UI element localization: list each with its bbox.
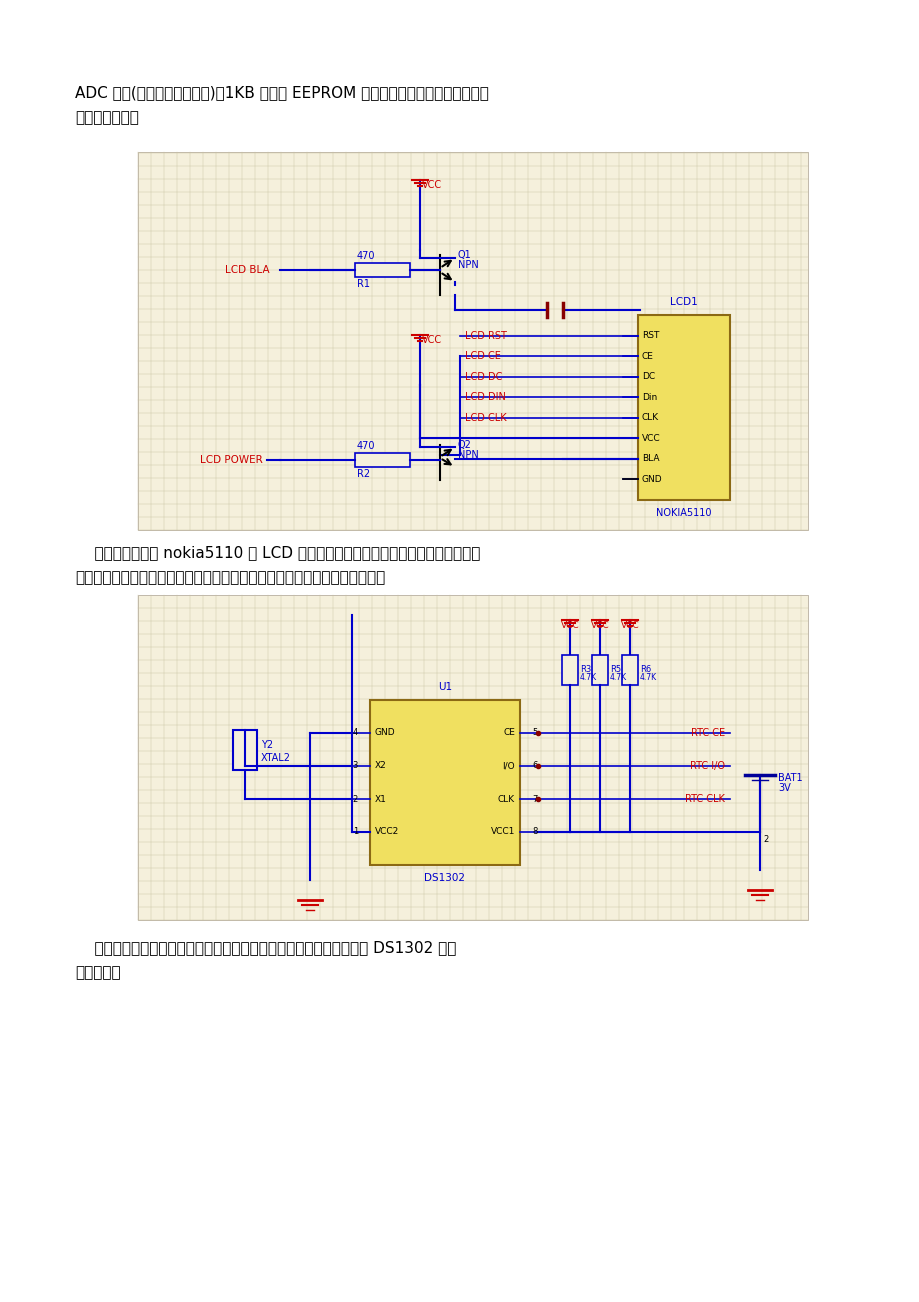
Text: NPN: NPN: [458, 450, 478, 460]
Text: VCC: VCC: [620, 621, 639, 630]
Text: R3: R3: [579, 665, 591, 674]
Text: Q2: Q2: [458, 440, 471, 450]
Text: RTC CLK: RTC CLK: [685, 794, 724, 805]
Text: 2: 2: [352, 794, 357, 803]
Text: LCD POWER: LCD POWER: [199, 454, 263, 465]
Text: VCC: VCC: [590, 621, 608, 630]
Text: 5: 5: [531, 729, 537, 737]
Bar: [138, 152, 807, 530]
Text: 470: 470: [357, 251, 375, 260]
Text: X1: X1: [375, 794, 387, 803]
Text: 3: 3: [352, 762, 357, 771]
Text: 4.7K: 4.7K: [579, 673, 596, 682]
Text: LCD BLA: LCD BLA: [225, 266, 269, 275]
Bar: [138, 595, 807, 921]
Text: 6: 6: [531, 762, 537, 771]
Bar: [369, 700, 519, 865]
Text: NOKIA5110: NOKIA5110: [655, 508, 711, 518]
Text: XTAL2: XTAL2: [261, 753, 290, 763]
Text: LCD RST: LCD RST: [464, 331, 506, 341]
Text: 8: 8: [531, 828, 537, 836]
Text: RTC I/O: RTC I/O: [689, 760, 724, 771]
Bar: [562, 655, 577, 685]
Text: CLK: CLK: [641, 413, 658, 422]
Text: 4.7K: 4.7K: [640, 673, 656, 682]
Text: GND: GND: [375, 729, 395, 737]
Text: CLK: CLK: [497, 794, 515, 803]
Text: R6: R6: [640, 665, 651, 674]
Text: 470: 470: [357, 441, 375, 450]
Text: BLA: BLA: [641, 454, 659, 464]
Bar: [355, 263, 410, 277]
Bar: [355, 453, 410, 467]
Text: DS1302: DS1302: [424, 874, 465, 883]
Text: Q1: Q1: [458, 250, 471, 260]
Text: 的节能效果。该显示器能显示汉字，字符，图片，并且处理显示数据速度快。: 的节能效果。该显示器能显示汉字，字符，图片，并且处理显示数据速度快。: [75, 570, 385, 585]
Text: U1: U1: [437, 682, 451, 691]
Text: R5: R5: [609, 665, 620, 674]
Text: 3V: 3V: [777, 783, 790, 793]
Text: CE: CE: [503, 729, 515, 737]
Bar: [637, 315, 729, 500]
Text: VCC: VCC: [641, 434, 660, 443]
Text: LCD DC: LCD DC: [464, 371, 502, 381]
Text: ADC 模块(在此设计中有用到)，1KB 可擦写 EEPROM 本设计中用其设计成可调闹钟功: ADC 模块(在此设计中有用到)，1KB 可擦写 EEPROM 本设计中用其设计…: [75, 85, 488, 100]
Text: 能存放闹钟值。: 能存放闹钟值。: [75, 109, 139, 125]
Text: GND: GND: [641, 475, 662, 484]
Text: 7: 7: [531, 794, 537, 803]
Text: Y2: Y2: [261, 740, 273, 750]
Text: VCC: VCC: [560, 621, 579, 630]
Text: RST: RST: [641, 331, 659, 340]
Text: 1: 1: [352, 828, 357, 836]
Text: 闰年补偿。: 闰年补偿。: [75, 965, 120, 980]
Text: VCC: VCC: [422, 335, 442, 345]
Bar: [591, 655, 607, 685]
Text: VCC1: VCC1: [490, 828, 515, 836]
Text: R2: R2: [357, 469, 369, 479]
Text: LCD CLK: LCD CLK: [464, 413, 506, 423]
Text: 2: 2: [762, 836, 767, 845]
Text: LCD CE: LCD CE: [464, 352, 500, 361]
Text: 此图为串行数据 nokia5110 的 LCD 显示器模块，采用可控背光和可控电源有很好: 此图为串行数据 nokia5110 的 LCD 显示器模块，采用可控背光和可控电…: [75, 546, 480, 560]
Text: RTC CE: RTC CE: [690, 728, 724, 738]
Text: I/O: I/O: [502, 762, 515, 771]
Text: NPN: NPN: [458, 260, 478, 270]
Text: X2: X2: [375, 762, 386, 771]
Text: 4.7K: 4.7K: [609, 673, 627, 682]
Text: LCD DIN: LCD DIN: [464, 392, 505, 402]
Text: 此模块为串行数据实时时钟模块，此模块采用的是达拉斯公司生产的 DS1302 具有: 此模块为串行数据实时时钟模块，此模块采用的是达拉斯公司生产的 DS1302 具有: [75, 940, 456, 954]
Text: Din: Din: [641, 393, 656, 402]
Bar: [621, 655, 637, 685]
Bar: [233, 730, 256, 769]
Text: LCD1: LCD1: [669, 297, 698, 307]
Text: R1: R1: [357, 279, 369, 289]
Text: 4: 4: [352, 729, 357, 737]
Text: BAT1: BAT1: [777, 773, 801, 783]
Text: VCC: VCC: [422, 180, 442, 190]
Text: CE: CE: [641, 352, 653, 361]
Text: DC: DC: [641, 372, 654, 381]
Text: VCC2: VCC2: [375, 828, 399, 836]
